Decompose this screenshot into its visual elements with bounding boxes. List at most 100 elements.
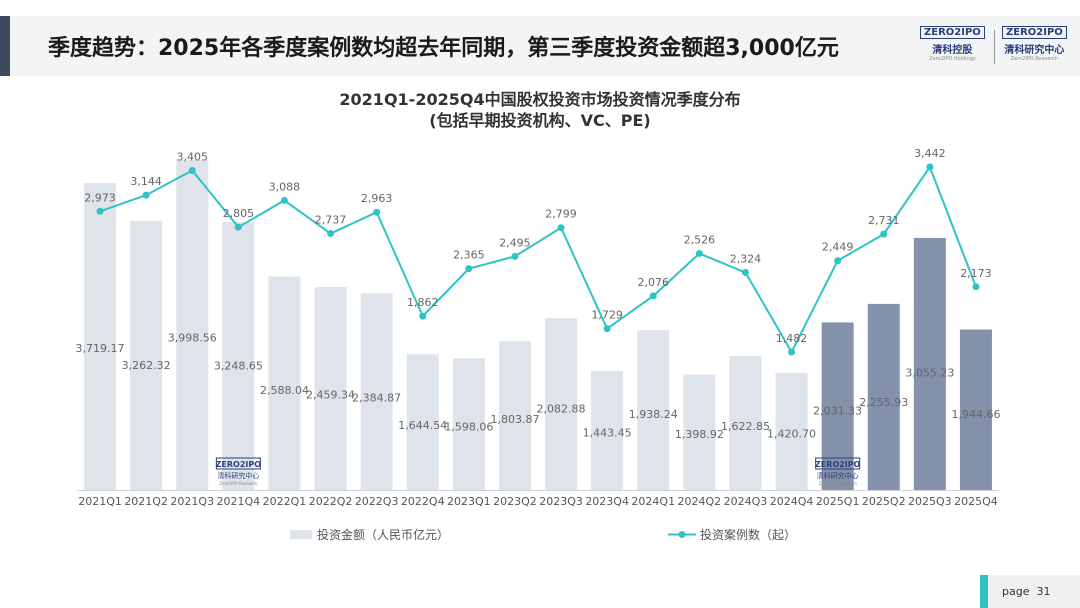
cases-value-label: 1,862 <box>407 296 439 309</box>
bar-value-label: 1,944.66 <box>951 408 1000 421</box>
logo-divider <box>994 30 995 64</box>
cases-point-2023Q4 <box>603 325 611 333</box>
x-tick-label: 2025Q3 <box>908 495 952 508</box>
cases-value-label: 1,482 <box>776 332 808 345</box>
cases-point-2024Q4 <box>788 348 796 356</box>
cases-value-label: 2,365 <box>453 249 485 262</box>
bar-2024Q3 <box>729 356 762 490</box>
chart-subtitle: (包括早期投资机构、VC、PE) <box>429 111 651 130</box>
cases-value-label: 3,442 <box>914 147 946 160</box>
cases-point-2025Q3 <box>926 163 934 171</box>
legend-line-label: 投资案例数（起） <box>700 527 796 542</box>
cases-point-2023Q2 <box>511 252 519 260</box>
bar-2025Q3 <box>913 237 946 490</box>
bar-value-label: 3,719.17 <box>76 342 125 355</box>
page-footer-accent <box>980 575 988 608</box>
bar-2021Q4 <box>222 221 255 490</box>
bar-value-label: 1,938.24 <box>629 408 678 421</box>
x-tick-label: 2021Q3 <box>170 495 214 508</box>
bar-value-label: 1,443.45 <box>583 426 632 439</box>
cases-point-2024Q2 <box>695 249 703 257</box>
x-tick-label: 2023Q3 <box>539 495 583 508</box>
x-tick-label: 2025Q4 <box>954 495 998 508</box>
cases-point-2021Q2 <box>142 191 150 199</box>
cases-line <box>99 164 977 355</box>
legend-bar-label: 投资金额（人民币亿元） <box>317 527 449 542</box>
cases-point-2022Q2 <box>327 230 335 238</box>
bar-2023Q1 <box>452 358 485 490</box>
bar-value-label: 2,031.33 <box>813 405 862 418</box>
bar-2022Q3 <box>360 293 393 490</box>
bar-2025Q4 <box>959 329 992 490</box>
zero2ipo-research-logo: ZERO2IPO 清科研究中心 Zero2IPO Research <box>1002 26 1067 62</box>
bar-2022Q1 <box>268 276 301 490</box>
x-tick-label: 2024Q4 <box>770 495 814 508</box>
bar-value-label: 1,420.70 <box>767 427 816 440</box>
watermark-en-text: Zero2IPO Research <box>219 481 258 486</box>
cases-value-label: 2,324 <box>730 253 762 266</box>
cases-point-2025Q1 <box>834 257 842 265</box>
cases-value-label: 3,088 <box>269 180 301 193</box>
cases-point-2022Q1 <box>280 196 288 204</box>
bar-2021Q2 <box>130 220 163 491</box>
x-tick-label: 2024Q1 <box>631 495 675 508</box>
legend-line-marker <box>678 531 686 538</box>
bar-2023Q3 <box>545 318 578 490</box>
cases-point-2025Q4 <box>972 283 980 291</box>
cases-value-label: 1,729 <box>591 309 623 322</box>
cases-point-2023Q3 <box>557 224 565 232</box>
x-tick-label: 2024Q2 <box>678 495 722 508</box>
cases-point-2022Q3 <box>373 208 381 216</box>
page-footer <box>980 575 1080 608</box>
cases-value-label: 2,805 <box>223 207 255 220</box>
page-number: page 31 <box>1002 585 1051 598</box>
cases-point-2021Q4 <box>234 223 242 231</box>
bar-2025Q1 <box>821 322 854 490</box>
bar-value-label: 3,998.56 <box>168 332 217 345</box>
x-tick-label: 2022Q2 <box>309 495 353 508</box>
cases-value-label: 2,076 <box>638 276 670 289</box>
bar-2021Q3 <box>176 160 209 490</box>
cases-value-label: 2,963 <box>361 192 393 205</box>
x-tick-label: 2025Q1 <box>816 495 860 508</box>
watermark-box-text: ZERO2IPO <box>216 460 262 469</box>
x-tick-label: 2022Q1 <box>263 495 307 508</box>
x-tick-label: 2022Q3 <box>355 495 399 508</box>
header-band <box>10 16 1080 76</box>
cases-point-2024Q3 <box>741 269 749 277</box>
slide-title: 季度趋势：2025年各季度案例数均超去年同期，第三季度投资金额超3,000亿元 <box>48 36 839 61</box>
cases-value-label: 2,973 <box>84 191 116 204</box>
cases-point-2023Q1 <box>465 265 473 273</box>
cases-point-2024Q1 <box>649 292 657 300</box>
x-tick-label: 2021Q1 <box>78 495 122 508</box>
x-tick-label: 2023Q2 <box>493 495 537 508</box>
x-tick-label: 2023Q4 <box>585 495 629 508</box>
bar-value-label: 3,262.32 <box>122 359 171 372</box>
x-tick-label: 2025Q2 <box>862 495 906 508</box>
cases-point-2022Q4 <box>419 312 427 320</box>
watermark-box-text: ZERO2IPO <box>815 460 861 469</box>
zero2ipo-holdings-logo: ZERO2IPO 清科控股 Zero2IPO Holdings <box>920 26 985 62</box>
header-accent-bar <box>0 16 10 76</box>
chart-title: 2021Q1-2025Q4中国股权投资市场投资情况季度分布 <box>339 90 741 109</box>
bar-value-label: 1,803.87 <box>490 413 539 426</box>
cases-value-label: 2,495 <box>499 236 531 249</box>
watermark-cn-text: 清科研究中心 <box>217 471 259 480</box>
cases-value-label: 3,405 <box>177 150 209 163</box>
bar-value-label: 1,644.54 <box>398 419 447 432</box>
x-tick-label: 2021Q2 <box>124 495 168 508</box>
bar-2022Q4 <box>406 354 439 490</box>
cases-value-label: 2,173 <box>960 267 992 280</box>
bar-2024Q4 <box>775 372 808 490</box>
bar-value-label: 3,055.23 <box>905 367 954 380</box>
bar-value-label: 2,459.34 <box>306 389 355 402</box>
bar-value-label: 2,255.93 <box>859 396 908 409</box>
cases-value-label: 2,526 <box>684 233 716 246</box>
bar-2022Q2 <box>314 287 347 490</box>
bar-value-label: 3,248.65 <box>214 359 263 372</box>
watermark-en-text: Zero2IPO Research <box>819 481 858 486</box>
bar-2023Q2 <box>498 341 531 490</box>
bar-value-label: 2,082.88 <box>537 403 586 416</box>
bar-2025Q2 <box>867 303 900 490</box>
